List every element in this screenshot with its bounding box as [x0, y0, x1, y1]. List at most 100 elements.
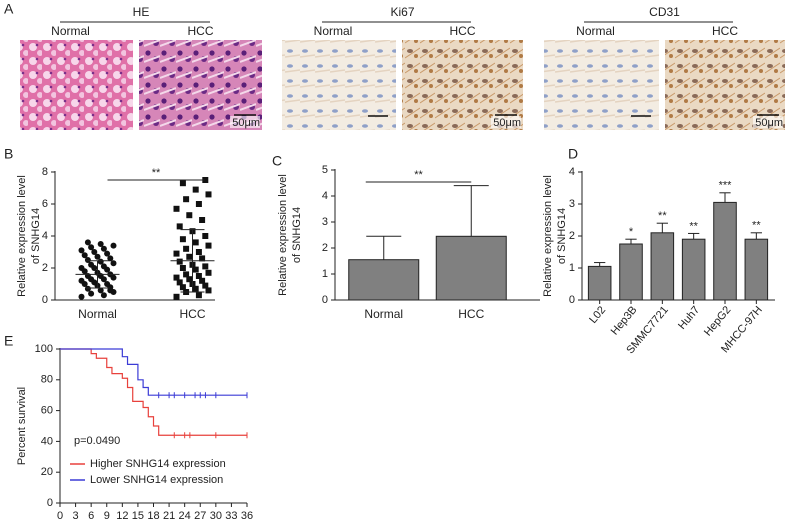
y-tick-label: 0 — [47, 497, 53, 509]
point — [97, 287, 104, 294]
y-tick-label: 0 — [42, 294, 48, 306]
point — [195, 273, 202, 279]
bar — [681, 238, 706, 301]
scale-bg — [491, 116, 521, 128]
point — [192, 266, 199, 273]
x-tick-label: 21 — [163, 510, 175, 522]
point — [199, 217, 206, 223]
point — [91, 249, 98, 255]
point — [205, 242, 212, 249]
x-tick-label: L02 — [587, 304, 608, 326]
y-tick-label: 8 — [42, 166, 48, 178]
legend-label: Lower SNHG14 expression — [90, 474, 223, 486]
point — [78, 265, 85, 271]
bar — [435, 235, 507, 301]
point — [183, 245, 190, 252]
point — [176, 279, 183, 286]
column-label: Normal — [314, 24, 353, 38]
group-title: Ki67 — [390, 5, 414, 19]
y-tick-label: 0 — [322, 294, 328, 306]
panel-letter: A — [4, 1, 14, 17]
point — [205, 287, 212, 294]
point — [183, 271, 190, 278]
point — [183, 196, 190, 203]
scale-label: 50μm — [755, 117, 783, 129]
x-tick-label: Normal — [78, 307, 117, 321]
scale-bg — [753, 116, 783, 128]
y-tick-label: 4 — [42, 230, 48, 242]
point — [84, 257, 91, 263]
point — [88, 290, 95, 297]
bar — [744, 238, 769, 301]
point — [205, 191, 212, 198]
significance-label: ** — [152, 167, 161, 179]
y-tick-label: 20 — [41, 466, 53, 478]
y-tick-label: 6 — [42, 198, 48, 210]
y-tick-label: 1 — [322, 268, 328, 280]
panel-letter: E — [4, 333, 13, 349]
bar — [650, 232, 675, 301]
x-tick-label: 33 — [225, 510, 237, 522]
x-tick-label: 27 — [194, 510, 206, 522]
point — [202, 233, 209, 239]
x-tick-label: 36 — [241, 510, 253, 522]
point — [202, 282, 209, 289]
group-title: CD31 — [649, 5, 680, 19]
point — [176, 223, 183, 230]
y-tick-label: 1 — [569, 262, 575, 274]
point — [110, 242, 117, 249]
survival-line — [60, 348, 247, 396]
point — [110, 260, 117, 267]
point — [81, 252, 88, 259]
survival-line — [60, 348, 247, 436]
point — [78, 293, 85, 300]
point — [173, 250, 180, 257]
significance-label: *** — [719, 180, 733, 192]
column-label: HCC — [188, 24, 214, 38]
x-tick-label: 9 — [104, 510, 110, 522]
micrograph — [20, 40, 133, 130]
point — [195, 249, 202, 255]
point — [192, 285, 199, 292]
x-tick-label: 12 — [116, 510, 128, 522]
y-tick-label: 0 — [569, 294, 575, 306]
point — [195, 292, 202, 299]
point — [107, 287, 114, 294]
point — [202, 177, 209, 183]
point — [97, 258, 104, 265]
bar — [713, 201, 737, 301]
y-tick-label: 3 — [569, 198, 575, 210]
point — [186, 276, 193, 283]
legend-label: Higher SNHG14 expression — [90, 458, 226, 470]
point — [192, 186, 199, 193]
point — [78, 277, 85, 284]
point — [107, 255, 114, 262]
panel-letter: B — [4, 146, 13, 162]
bar — [348, 259, 420, 301]
column-label: HCC — [712, 24, 738, 38]
y-axis-label: of SNHG14 — [291, 207, 303, 263]
y-axis-label: of SNHG14 — [556, 208, 568, 264]
scale-label: 50μm — [232, 117, 260, 129]
x-tick-label: Normal — [364, 307, 403, 321]
y-axis-label: Relative expression level — [277, 174, 289, 296]
point — [199, 277, 206, 284]
micrograph — [544, 40, 659, 130]
x-tick-label: 24 — [179, 510, 191, 522]
point — [100, 263, 107, 270]
y-tick-label: 4 — [569, 166, 575, 178]
point — [195, 201, 202, 207]
point — [100, 292, 107, 299]
point — [84, 239, 91, 246]
y-axis-label: Percent survival — [16, 387, 28, 465]
y-tick-label: 4 — [322, 190, 328, 202]
point — [202, 263, 209, 270]
point — [192, 239, 199, 246]
point — [173, 205, 180, 212]
significance-label: ** — [658, 210, 667, 222]
x-tick-label: 15 — [132, 510, 144, 522]
significance-label: ** — [689, 220, 698, 232]
point — [94, 253, 101, 260]
x-tick-label: 6 — [88, 510, 94, 522]
